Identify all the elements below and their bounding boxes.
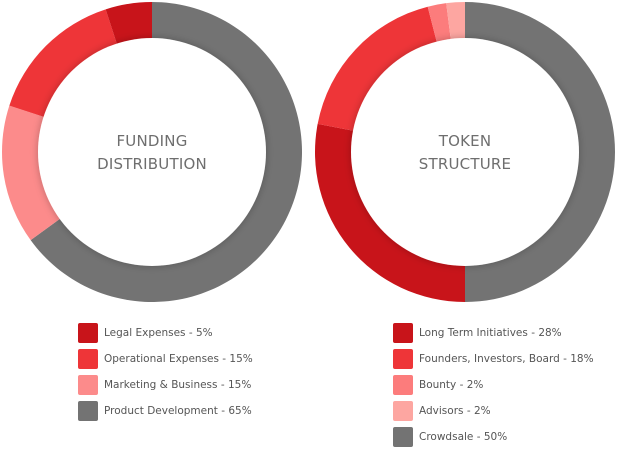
legend-label: Bounty - 2% — [419, 379, 484, 391]
legend-swatch — [393, 349, 413, 369]
legend-swatch — [78, 323, 98, 343]
funding-slice-legal-expenses — [105, 2, 152, 45]
token-slice-bounty — [427, 3, 451, 43]
legend-label: Long Term Initiatives - 28% — [419, 327, 562, 339]
legend-swatch — [393, 401, 413, 421]
legend-label: Advisors - 2% — [419, 405, 491, 417]
token-legend: Long Term Initiatives - 28% Founders, Inv… — [393, 320, 594, 450]
legend-label: Marketing & Business - 15% — [104, 379, 252, 391]
legend-label: Crowdsale - 50% — [419, 431, 508, 443]
token-slice-crowdsale — [465, 2, 615, 302]
token-slice-founders-investors-board — [317, 6, 437, 131]
legend-swatch — [78, 401, 98, 421]
funding-distribution-donut: FUNDING DISTRIBUTION — [1, 2, 303, 302]
legend-swatch — [78, 375, 98, 395]
funding-legend: Legal Expenses - 5% Operational Expenses … — [78, 320, 253, 424]
token-legend-item-long-term-initiatives: Long Term Initiatives - 28% — [393, 320, 594, 346]
funding-slice-operational-expenses — [9, 9, 118, 118]
funding-legend-item-operational-expenses: Operational Expenses - 15% — [78, 346, 253, 372]
token-title-line-1: TOKEN — [438, 132, 492, 150]
token-legend-item-crowdsale: Crowdsale - 50% — [393, 424, 594, 450]
token-title-line-2: STRUCTURE — [419, 155, 511, 173]
token-slice-advisors — [446, 2, 465, 40]
legend-swatch — [393, 375, 413, 395]
legend-swatch — [393, 427, 413, 447]
legend-label: Founders, Investors, Board - 18% — [419, 353, 594, 365]
token-legend-item-founders-investors-board: Founders, Investors, Board - 18% — [393, 346, 594, 372]
legend-swatch — [78, 349, 98, 369]
token-legend-item-bounty: Bounty - 2% — [393, 372, 594, 398]
legend-label: Operational Expenses - 15% — [104, 353, 253, 365]
legend-label: Legal Expenses - 5% — [104, 327, 213, 339]
legend-label: Product Development - 65% — [104, 405, 252, 417]
funding-legend-item-legal-expenses: Legal Expenses - 5% — [78, 320, 253, 346]
funding-legend-item-marketing-business: Marketing & Business - 15% — [78, 372, 253, 398]
token-structure-donut: TOKEN STRUCTURE — [315, 2, 615, 303]
funding-title-line-2: DISTRIBUTION — [97, 155, 207, 173]
token-legend-item-advisors: Advisors - 2% — [393, 398, 594, 424]
funding-title-line-1: FUNDING — [116, 132, 187, 150]
funding-slice-marketing-business — [1, 105, 61, 241]
funding-legend-item-product-development: Product Development - 65% — [78, 398, 253, 424]
legend-swatch — [393, 323, 413, 343]
